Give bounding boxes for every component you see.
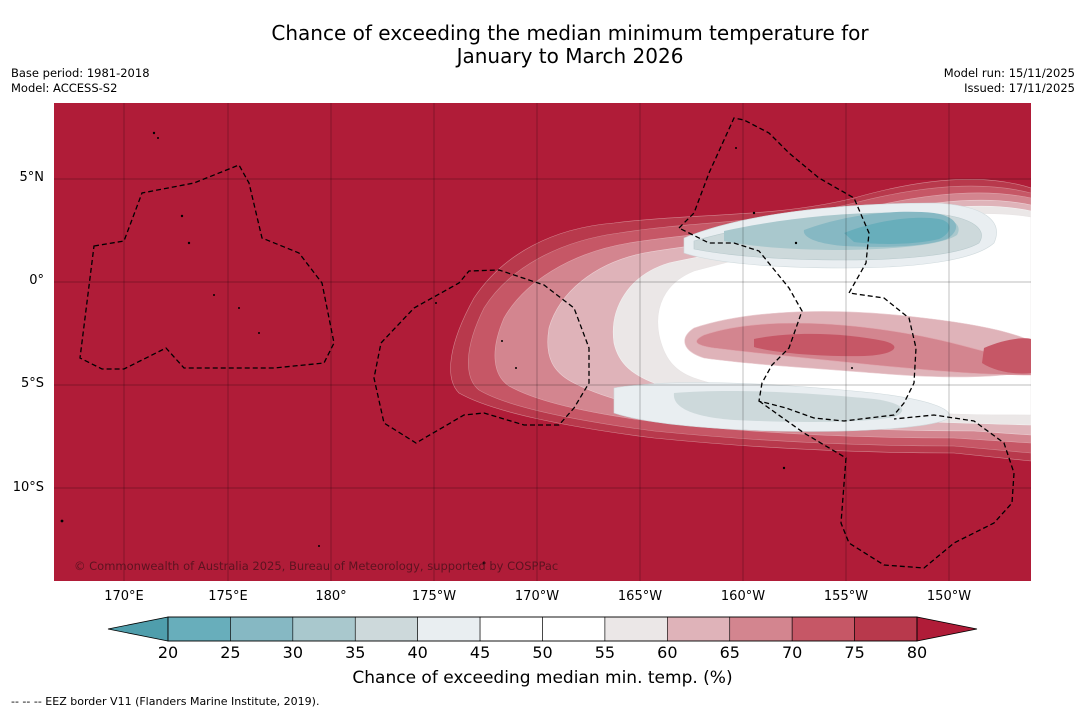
lon-label-180: 180° bbox=[315, 589, 347, 604]
colorbar-tick-65: 65 bbox=[719, 643, 740, 662]
island-dot bbox=[752, 211, 756, 215]
lon-label-175w: 175°W bbox=[411, 589, 457, 604]
island-dot bbox=[851, 367, 853, 369]
island-dot bbox=[157, 137, 159, 139]
colorbar-tick-35: 35 bbox=[345, 643, 366, 662]
colorbar-segment-20-25 bbox=[167, 616, 231, 642]
lon-label-175e: 175°E bbox=[208, 589, 248, 604]
base-period: Base period: 1981-2018 bbox=[11, 66, 150, 80]
colorbar-segment-75-80 bbox=[854, 616, 918, 642]
colorbar-tick-75: 75 bbox=[844, 643, 865, 662]
model-name: Model: ACCESS-S2 bbox=[11, 80, 118, 95]
colorbar-segment-45-50 bbox=[479, 616, 543, 642]
colorbar-segment-25-30 bbox=[230, 616, 294, 642]
title-line-2: January to March 2026 bbox=[456, 44, 684, 68]
colorbar-tick-20: 20 bbox=[157, 643, 179, 662]
colorbar-segment-30-35 bbox=[292, 616, 356, 642]
island-dot bbox=[501, 340, 503, 342]
colorbar-tick-80: 80 bbox=[906, 643, 928, 662]
island-dot bbox=[515, 367, 517, 369]
colorbar-segment-50-55 bbox=[542, 616, 606, 642]
colorbar-tick-25: 25 bbox=[220, 643, 241, 662]
island-dot bbox=[238, 307, 240, 309]
eez-line-islands bbox=[677, 117, 917, 422]
issued-date: Issued: 17/11/2025 bbox=[964, 80, 1075, 95]
lon-label-155w: 155°W bbox=[823, 589, 869, 604]
colorbar bbox=[107, 616, 978, 642]
island-dot bbox=[735, 147, 737, 149]
colorbar-segment-60-65 bbox=[667, 616, 731, 642]
colorbar-segment-55-60 bbox=[604, 616, 668, 642]
islands bbox=[60, 131, 853, 565]
colorbar-segment-35-40 bbox=[354, 616, 418, 642]
island-dot bbox=[213, 294, 215, 296]
model-run: Model run: 15/11/2025 bbox=[943, 66, 1075, 80]
copyright-notice: © Commonwealth of Australia 2025, Bureau… bbox=[74, 559, 559, 573]
colorbar-title: Chance of exceeding median min. temp. (%… bbox=[352, 668, 733, 688]
eez-footnote: -- -- -- EEZ border V11 (Flanders Marine… bbox=[11, 695, 320, 708]
island-dot bbox=[152, 131, 156, 135]
island-dot bbox=[187, 241, 191, 245]
graticule bbox=[54, 103, 1031, 581]
colorbar-tick-30: 30 bbox=[282, 643, 303, 662]
island-dot bbox=[60, 519, 64, 523]
colorbar-tick-70: 70 bbox=[781, 643, 803, 662]
island-dot bbox=[180, 214, 184, 218]
meta-right: Model run: 15/11/2025 Issued: 17/11/2025 bbox=[944, 66, 1075, 95]
lat-label-5n: 5°N bbox=[19, 170, 45, 185]
title-line-1: Chance of exceeding the median minimum t… bbox=[271, 21, 869, 45]
probability-contours bbox=[450, 179, 1031, 462]
eez-kiribati-gilbert bbox=[79, 164, 335, 370]
colorbar-segment-70-75 bbox=[791, 616, 855, 642]
meta-left: Base period: 1981-2018 Model: ACCESS-S2 bbox=[11, 66, 150, 95]
colorbar-tick-50: 50 bbox=[532, 643, 553, 662]
band-blue-north-deep bbox=[844, 217, 950, 244]
lon-label-170w: 170°W bbox=[514, 589, 560, 604]
map-title: Chance of exceeding the median minimum t… bbox=[0, 22, 1085, 68]
island-dot bbox=[258, 332, 260, 334]
eez-tokelau-phoenix bbox=[373, 269, 590, 444]
island-dot bbox=[782, 466, 786, 470]
lon-label-150w: 150°W bbox=[926, 589, 972, 604]
band-blue-south-inner bbox=[673, 390, 903, 422]
lon-label-170e: 170°E bbox=[104, 589, 144, 604]
band-darker-pink-middle bbox=[754, 333, 895, 357]
lon-label-165w: 165°W bbox=[617, 589, 663, 604]
colorbar-segment-40-45 bbox=[417, 616, 481, 642]
colorbar-tick-60: 60 bbox=[657, 643, 678, 662]
lat-label-0: 0° bbox=[29, 273, 44, 288]
island-dot bbox=[318, 545, 320, 547]
colorbar-high-extension bbox=[916, 616, 978, 642]
colorbar-tick-40: 40 bbox=[407, 643, 428, 662]
band-east-pink bbox=[982, 338, 1031, 374]
island-dot bbox=[794, 241, 798, 245]
colorbar-tick-45: 45 bbox=[469, 643, 491, 662]
lat-label-5s: 5°S bbox=[20, 376, 44, 391]
island-dot bbox=[435, 302, 437, 304]
lat-label-10s: 10°S bbox=[12, 480, 44, 495]
colorbar-segment-65-70 bbox=[729, 616, 793, 642]
colorbar-frame bbox=[167, 616, 918, 642]
colorbar-low-extension bbox=[107, 616, 169, 642]
forecast-map bbox=[54, 103, 1031, 581]
eez-borders bbox=[79, 117, 1015, 569]
colorbar-segments bbox=[107, 616, 978, 642]
lon-label-160w: 160°W bbox=[720, 589, 766, 604]
colorbar-tick-55: 55 bbox=[594, 643, 616, 662]
island-dot bbox=[482, 561, 486, 565]
